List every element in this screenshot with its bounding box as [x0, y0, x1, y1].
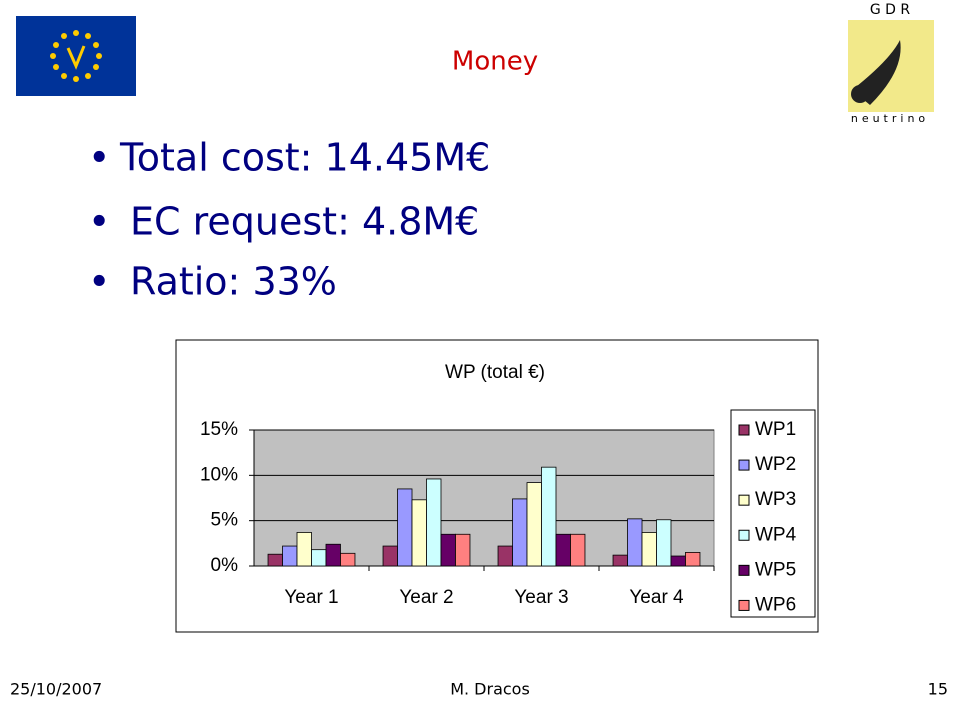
- legend-label: WP3: [755, 489, 796, 510]
- bar: [612, 554, 628, 567]
- bar: [497, 545, 513, 567]
- bar: [325, 543, 341, 567]
- y-tick-label: 10%: [200, 464, 238, 485]
- bullet: Total cost: 14.45M€: [119, 136, 490, 180]
- bar: [311, 549, 327, 567]
- bar: [656, 519, 672, 567]
- bar: [296, 532, 312, 567]
- legend-swatch: [738, 424, 750, 436]
- logo-bottom: neutrino: [851, 112, 929, 125]
- bullet: Ratio: 33%: [130, 260, 337, 304]
- legend-swatch: [738, 599, 750, 611]
- bar: [426, 478, 442, 567]
- legend-label: WP5: [755, 559, 796, 580]
- x-tick-label: Year 4: [629, 587, 684, 608]
- legend-label: WP4: [755, 524, 797, 545]
- bar: [641, 532, 657, 567]
- bar: [541, 466, 557, 567]
- bullet-dot: •: [88, 260, 110, 304]
- bar: [670, 555, 686, 567]
- footer-author: M. Dracos: [450, 680, 530, 699]
- y-tick-label: 5%: [211, 510, 239, 531]
- legend-box: [730, 409, 816, 618]
- bar: [627, 518, 643, 567]
- bar: [685, 552, 701, 567]
- bullet-dot: •: [88, 200, 110, 244]
- bar: [570, 533, 586, 567]
- footer-date: 25/10/2007: [10, 680, 102, 699]
- footer-page: 15: [928, 680, 948, 699]
- y-tick-label: 15%: [200, 419, 238, 440]
- bar: [440, 533, 456, 567]
- bar: [340, 552, 356, 567]
- slide-title: Money: [452, 47, 538, 77]
- x-tick-label: Year 3: [514, 587, 568, 608]
- bar: [382, 545, 398, 567]
- chart-title: WP (total €): [445, 362, 545, 383]
- bullet-dot: •: [88, 136, 110, 180]
- chart: 0% 5% 10% 15% Year 1 Year 2 Year 3 Year 4 WP1 WP2…: [200, 409, 816, 618]
- legend-swatch: [738, 494, 750, 506]
- legend-label: WP1: [755, 419, 796, 440]
- legend-label: WP2: [755, 454, 796, 475]
- bullet: EC request: 4.8M€: [130, 200, 479, 244]
- bar: [397, 488, 413, 567]
- gdr-logo: G D R neutrino: [848, 2, 934, 125]
- x-tick-label: Year 1: [284, 587, 338, 608]
- logo-top: G D R: [870, 2, 911, 18]
- bar: [411, 499, 427, 567]
- eu-logo: [16, 16, 136, 96]
- legend-swatch: [738, 459, 750, 471]
- bar: [555, 533, 571, 567]
- legend-swatch: [738, 564, 750, 576]
- legend-swatch: [738, 529, 750, 541]
- y-tick-label: 0%: [211, 555, 239, 576]
- x-tick-label: Year 2: [399, 587, 453, 608]
- bar: [267, 553, 283, 567]
- bar: [455, 533, 471, 567]
- bar: [526, 482, 542, 567]
- legend-label: WP6: [755, 594, 796, 615]
- bar: [512, 498, 528, 567]
- bar: [282, 545, 298, 567]
